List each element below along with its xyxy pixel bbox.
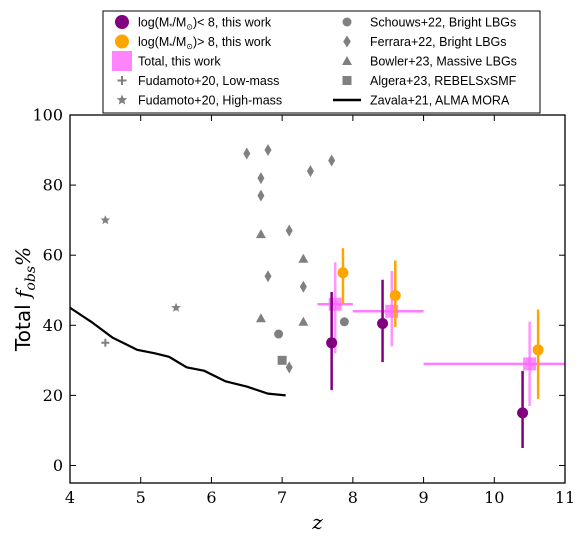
high_mass_this_work-point-2: [532, 309, 544, 399]
plot-area: [69, 144, 565, 448]
legend-label-high_mass_this_work: log(M*/M⊙)> 8, this work: [138, 35, 272, 51]
y-tick-label: 20: [43, 386, 63, 405]
y-tick-label: 100: [32, 106, 63, 125]
bowler-point-0: [255, 229, 266, 239]
legend: log(M*/M⊙)< 8, this work Schouws+22, Brig…: [102, 10, 541, 114]
bowler-point-1: [298, 253, 309, 263]
legend-entry-fudamoto_high: Fudamoto+20, High-mass: [116, 94, 282, 108]
x-tick-label: 7: [277, 488, 287, 507]
ferrara-point-6: [285, 224, 293, 237]
high_mass_this_work-point-1: [389, 260, 401, 328]
ferrara-point-8: [299, 280, 307, 293]
ferrara-point-5: [306, 165, 314, 178]
legend-entry-bowler: Bowler+23, Massive LBGs: [342, 55, 517, 69]
legend-label-low_mass_this_work: log(M*/M⊙)< 8, this work: [138, 16, 272, 32]
bowler-point-3: [298, 316, 309, 326]
zavala-line: [69, 306, 286, 397]
ferrara-point-4: [328, 154, 336, 167]
legend-label-ferrara: Ferrara+22, Bright LBGs: [370, 35, 507, 49]
ferrara-point-1: [264, 144, 272, 157]
plot-frame: [69, 114, 566, 484]
x-tick-label: 5: [136, 488, 146, 507]
legend-label-schouws: Schouws+22, Bright LBGs: [370, 16, 516, 30]
ferrara-point-9: [285, 361, 293, 374]
axes: 4 5 6 7 8 9 10 11 0 20 40 60 80 100 z Total fobs%: [11, 106, 575, 535]
x-tick-label: 9: [418, 488, 428, 507]
y-tick-label: 0: [53, 456, 63, 475]
legend-entry-high_mass_this_work: log(M*/M⊙)> 8, this work: [115, 34, 272, 51]
legend-label-algera: Algera+23, REBELSxSMF: [370, 74, 517, 88]
ferrara-point-3: [257, 189, 265, 202]
y-tick-label: 80: [43, 176, 63, 195]
legend-label-total_this_work: Total, this work: [138, 55, 221, 69]
legend-label-fudamoto_low: Fudamoto+20, Low-mass: [138, 74, 279, 88]
schouws-point-1: [339, 317, 349, 327]
fudamoto_low-point-0: [101, 338, 110, 347]
x-tick-label: 10: [484, 488, 504, 507]
x-tick-label: 11: [555, 488, 575, 507]
fudamoto_high-point-1: [171, 302, 181, 312]
total-point-2: [423, 321, 565, 406]
fudamoto_high-point-0: [100, 215, 111, 225]
low_mass_this_work-point-0: [326, 291, 338, 391]
legend-box: [102, 10, 541, 114]
low_mass_this_work-point-2: [517, 370, 529, 448]
x-tick-label: 4: [65, 488, 75, 507]
legend-entry-ferrara: Ferrara+22, Bright LBGs: [343, 35, 507, 49]
y-tick-label: 40: [43, 316, 63, 335]
legend-entry-algera: Algera+23, REBELSxSMF: [342, 74, 517, 88]
total-point-1: [352, 270, 424, 347]
legend-entry-fudamoto_low: Fudamoto+20, Low-mass: [117, 74, 279, 88]
x-tick-label: 8: [348, 488, 358, 507]
legend-entry-schouws: Schouws+22, Bright LBGs: [342, 16, 516, 30]
low_mass_this_work-point-1: [377, 279, 389, 363]
algera-point-0: [277, 355, 287, 365]
ferrara-point-0: [243, 147, 251, 160]
legend-entry-total_this_work: Total, this work: [112, 51, 221, 71]
legend-entry-zavala: Zavala+21, ALMA MORA: [333, 94, 510, 108]
schouws-point-0: [274, 329, 284, 339]
y-tick-label: 60: [43, 246, 63, 265]
y-axis-label: Total fobs%: [11, 247, 39, 352]
high_mass_this_work-point-0: [337, 248, 349, 305]
x-axis-label: z: [311, 510, 323, 534]
legend-label-zavala: Zavala+21, ALMA MORA: [370, 94, 510, 108]
legend-entry-low_mass_this_work: log(M*/M⊙)< 8, this work: [115, 15, 272, 32]
legend-label-bowler: Bowler+23, Massive LBGs: [370, 55, 517, 69]
legend-label-fudamoto_high: Fudamoto+20, High-mass: [138, 94, 282, 108]
bowler-point-2: [255, 313, 266, 323]
x-tick-label: 6: [206, 488, 216, 507]
ferrara-point-7: [264, 270, 272, 283]
ferrara-point-2: [257, 172, 265, 185]
